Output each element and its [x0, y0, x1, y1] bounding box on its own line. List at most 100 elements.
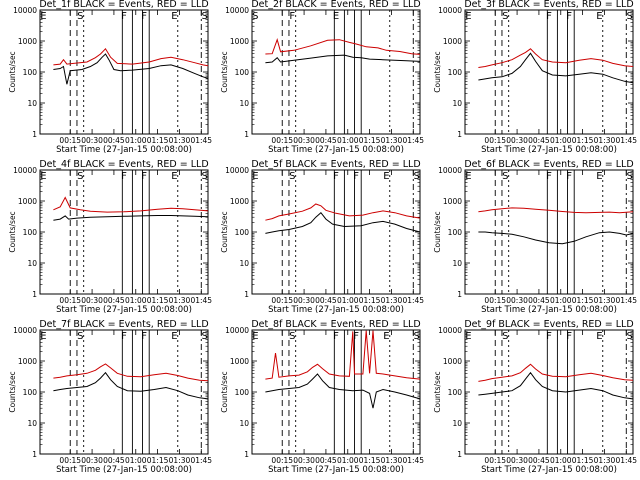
- chart-9-marker-label: S: [626, 331, 632, 342]
- chart-1-title: Det_1f BLACK = Events, RED = LLD: [39, 0, 208, 10]
- chart-7-xtick-label: 01:45: [190, 456, 212, 465]
- chart-5-xtick-label: 01:45: [402, 296, 424, 305]
- chart-2-title: Det_2f BLACK = Events, RED = LLD: [251, 0, 420, 10]
- chart-5-marker-label: E: [252, 171, 258, 182]
- chart-8-ytick-label: 100: [235, 388, 250, 397]
- chart-4-ytick-label: 10: [27, 259, 37, 268]
- chart-1-ytick-label: 1000: [18, 37, 37, 46]
- chart-7-ytick-label: 100: [23, 388, 38, 397]
- chart-9-xtick-label: 00:45: [528, 456, 550, 465]
- chart-9-xtick-label: 00:15: [484, 456, 506, 465]
- chart-9-marker-label: E: [465, 331, 471, 342]
- chart-3-title: Det_3f BLACK = Events, RED = LLD: [464, 0, 633, 10]
- chart-4-marker-label: F: [121, 171, 127, 182]
- chart-9-ytick-label: 100: [448, 388, 463, 397]
- chart-2-xtick-label: 00:15: [271, 136, 293, 145]
- chart-8-ytick-label: 10: [239, 419, 249, 428]
- chart-1-marker-label: S: [77, 11, 83, 22]
- chart-8-ytick-label: 1000: [230, 357, 249, 366]
- chart-1-x-axis-label: Start Time (27-Jan-15 00:08:00): [56, 145, 192, 155]
- chart-2-ytick-label: 100: [235, 68, 250, 77]
- chart-1-xtick-label: 00:45: [103, 136, 125, 145]
- chart-5-y-axis-label: Counts/sec: [220, 211, 229, 252]
- chart-9-xtick-label: 01:00: [550, 456, 572, 465]
- chart-5-ytick-label: 1000: [230, 197, 249, 206]
- chart-2-xtick-label: 00:30: [293, 136, 315, 145]
- chart-9-xtick-label: 01:15: [572, 456, 594, 465]
- chart-3-marker-label: E: [465, 11, 471, 22]
- chart-6-ytick-label: 1: [457, 290, 462, 299]
- chart-4-marker-label: E: [40, 171, 46, 182]
- chart-8-marker-label: E: [383, 331, 389, 342]
- chart-3-ytick-label: 1: [457, 130, 462, 139]
- chart-2-xtick-label: 01:00: [337, 136, 359, 145]
- chart-7-x-axis-label: Start Time (27-Jan-15 00:08:00): [56, 465, 192, 475]
- chart-4-xtick-label: 01:45: [190, 296, 212, 305]
- chart-3-xtick-label: 00:15: [484, 136, 506, 145]
- chart-9-xtick-label: 01:45: [615, 456, 637, 465]
- chart-8-marker-label: E: [252, 331, 258, 342]
- chart-8-xtick-label: 00:45: [315, 456, 337, 465]
- chart-6-xtick-label: 01:00: [550, 296, 572, 305]
- chart-7-marker-label: E: [40, 331, 46, 342]
- chart-6-title: Det_6f BLACK = Events, RED = LLD: [464, 159, 633, 170]
- chart-1-marker-label: F: [121, 11, 127, 22]
- chart-7-plot-frame: [39, 329, 209, 455]
- chart-1-xtick-label: 01:45: [190, 136, 212, 145]
- chart-7-marker-label: S: [201, 331, 207, 342]
- chart-7-xtick-label: 01:00: [125, 456, 147, 465]
- chart-7-series-events-black: [53, 371, 209, 400]
- chart-5-ytick-label: 10: [239, 259, 249, 268]
- chart-8-series-events-black: [265, 373, 421, 409]
- chart-1-ytick-label: 10: [27, 99, 37, 108]
- chart-2-marker-label: E: [333, 11, 339, 22]
- chart-4-xtick-label: 01:30: [169, 296, 191, 305]
- chart-9-marker-label: S: [502, 331, 508, 342]
- chart-1-xtick-label: 00:30: [81, 136, 103, 145]
- chart-5-plot-frame: [251, 169, 421, 295]
- chart-9-y-axis-label: Counts/sec: [433, 371, 442, 412]
- chart-1-xtick-label: 01:30: [169, 136, 191, 145]
- chart-6-marker-label: F: [546, 171, 552, 182]
- chart-4-plot-frame: [39, 169, 209, 295]
- chart-3-marker-label: F: [546, 11, 552, 22]
- chart-7-marker-label: F: [141, 331, 147, 342]
- chart-7-xtick-label: 00:45: [103, 456, 125, 465]
- chart-7-marker-label: S: [77, 331, 83, 342]
- chart-9-x-axis-label: Start Time (27-Jan-15 00:08:00): [481, 465, 617, 475]
- chart-6-ytick-label: 10000: [438, 166, 462, 175]
- chart-4-series-events-black: [53, 215, 209, 221]
- chart-panel-2: Det_2f BLACK = Events, RED = LLD 1 10 100 10…: [220, 0, 424, 155]
- chart-3-plot-frame: [464, 9, 634, 135]
- chart-9-marker-label: E: [596, 331, 602, 342]
- chart-1-marker-label: E: [40, 11, 46, 22]
- chart-5-xtick-label: 01:15: [359, 296, 381, 305]
- chart-3-xtick-label: 01:15: [572, 136, 594, 145]
- chart-5-marker-label: E: [383, 171, 389, 182]
- chart-3-marker-label: S: [626, 11, 632, 22]
- chart-8-marker-label: S: [413, 331, 419, 342]
- chart-7-xtick-label: 00:30: [81, 456, 103, 465]
- chart-3-y-axis-label: Counts/sec: [433, 51, 442, 92]
- chart-7-y-axis-label: Counts/sec: [8, 371, 17, 412]
- chart-7-ytick-label: 10000: [13, 326, 37, 335]
- chart-3-ytick-label: 10000: [438, 6, 462, 15]
- chart-7-xtick-label: 01:15: [147, 456, 169, 465]
- chart-3-marker-label: E: [596, 11, 602, 22]
- chart-6-marker-label: S: [626, 171, 632, 182]
- chart-4-xtick-label: 01:00: [125, 296, 147, 305]
- chart-9-series-events-black: [478, 371, 634, 400]
- chart-9-series-lld-red: [478, 363, 634, 382]
- chart-8-ytick-label: 1: [244, 450, 249, 459]
- chart-5-title: Det_5f BLACK = Events, RED = LLD: [251, 159, 420, 170]
- chart-3-ytick-label: 10: [452, 99, 462, 108]
- chart-2-xtick-label: 01:15: [359, 136, 381, 145]
- chart-panel-1: Det_1f BLACK = Events, RED = LLD 1 10 100 10…: [8, 0, 212, 155]
- chart-6-x-axis-label: Start Time (27-Jan-15 00:08:00): [481, 305, 617, 315]
- chart-1-plot-frame: [39, 9, 209, 135]
- chart-5-ytick-label: 100: [235, 228, 250, 237]
- chart-2-x-axis-label: Start Time (27-Jan-15 00:08:00): [268, 145, 404, 155]
- chart-5-ytick-label: 1: [244, 290, 249, 299]
- chart-6-ytick-label: 1000: [443, 197, 462, 206]
